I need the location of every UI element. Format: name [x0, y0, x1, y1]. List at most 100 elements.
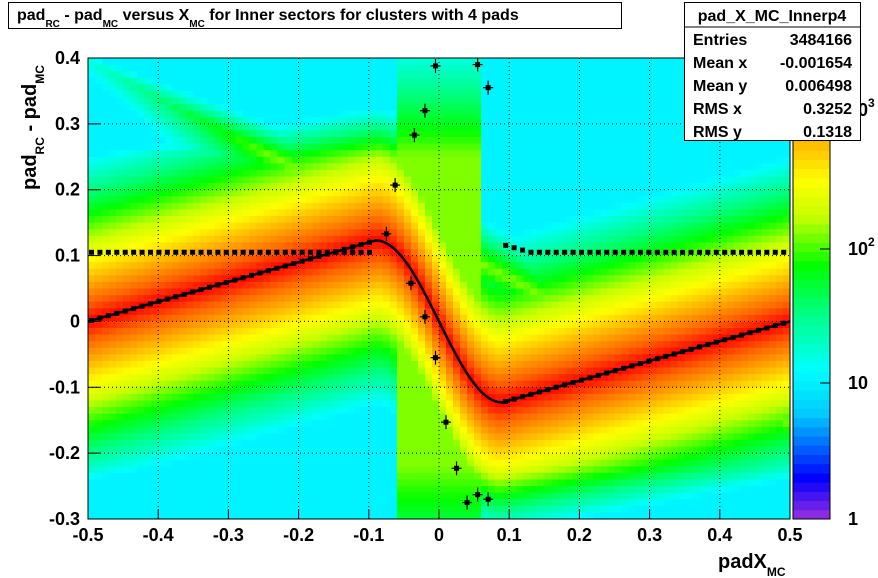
- heatmap-cell: [347, 420, 356, 428]
- heatmap-cell: [551, 367, 559, 375]
- heatmap-cell: [256, 71, 264, 79]
- heatmap-cell: [151, 176, 159, 184]
- heatmap-cell: [333, 407, 342, 415]
- heatmap-cell: [460, 433, 468, 441]
- heatmap-cell: [193, 360, 201, 368]
- heatmap-cell: [88, 341, 96, 349]
- heatmap-cell: [481, 486, 489, 494]
- heatmap-cell: [424, 439, 433, 447]
- heatmap-cell: [186, 84, 194, 92]
- heatmap-cell: [228, 150, 236, 158]
- heatmap-cell: [565, 472, 573, 480]
- heatmap-cell: [214, 314, 222, 322]
- heatmap-cell: [544, 393, 552, 401]
- heatmap-cell: [403, 117, 412, 125]
- heatmap-cell: [228, 123, 236, 131]
- heatmap-cell: [389, 347, 398, 355]
- heatmap-cell: [312, 143, 321, 151]
- heatmap-cell: [123, 242, 131, 250]
- heatmap-cell: [572, 110, 580, 118]
- heatmap-cell: [347, 459, 356, 467]
- heatmap-cell: [417, 64, 426, 72]
- heatmap-cell: [474, 479, 482, 487]
- heatmap-cell: [474, 281, 482, 289]
- heatmap-cell: [572, 150, 580, 158]
- heatmap-cell: [579, 77, 587, 85]
- heatmap-cell: [305, 295, 314, 303]
- heatmap-cell: [193, 374, 201, 382]
- heatmap-cell: [137, 479, 145, 487]
- heatmap-cell: [389, 499, 398, 507]
- heatmap-cell: [460, 281, 468, 289]
- heatmap-cell: [102, 176, 110, 184]
- heatmap-cell: [249, 268, 257, 276]
- heatmap-cell: [186, 479, 194, 487]
- heatmap-cell: [439, 143, 447, 151]
- heatmap-cell: [144, 123, 152, 131]
- heatmap-cell: [270, 202, 278, 210]
- heatmap-cell: [537, 268, 545, 276]
- heatmap-cell: [453, 407, 461, 415]
- heatmap-cell: [228, 426, 236, 434]
- heatmap-cell: [158, 314, 166, 322]
- heatmap-cell: [102, 255, 110, 263]
- heatmap-cell: [102, 288, 110, 296]
- heatmap-cell: [572, 281, 580, 289]
- heatmap-cell: [249, 242, 257, 250]
- heatmap-cell: [263, 413, 271, 421]
- heatmap-cell: [130, 380, 138, 388]
- heatmap-cell: [410, 433, 419, 441]
- heatmap-cell: [326, 110, 335, 118]
- heatmap-cell: [116, 84, 124, 92]
- heatmap-cell: [270, 97, 278, 105]
- heatmap-cell: [179, 156, 187, 164]
- heatmap-cell: [516, 143, 524, 151]
- heatmap-cell: [460, 295, 468, 303]
- heatmap-cell: [151, 58, 159, 65]
- heatmap-cell: [95, 413, 103, 421]
- heatmap-cell: [130, 505, 138, 513]
- heatmap-cell: [214, 242, 222, 250]
- heatmap-cell: [116, 117, 124, 125]
- heatmap-cell: [277, 407, 285, 415]
- heatmap-cell: [565, 196, 573, 204]
- heatmap-cell: [389, 71, 398, 79]
- heatmap-cell: [249, 486, 257, 494]
- heatmap-cell: [256, 347, 264, 355]
- heatmap-cell: [305, 150, 314, 158]
- heatmap-cell: [319, 275, 328, 283]
- heatmap-cell: [144, 472, 152, 480]
- heatmap-cell: [361, 393, 370, 401]
- heatmap-cell: [207, 196, 215, 204]
- heatmap-cell: [558, 209, 566, 217]
- heatmap-cell: [403, 281, 412, 289]
- heatmap-cell: [530, 479, 538, 487]
- heatmap-cell: [270, 117, 278, 125]
- heatmap-cell: [481, 137, 489, 145]
- heatmap-cell: [228, 295, 236, 303]
- heatmap-cell: [558, 90, 566, 98]
- heatmap-cell: [116, 156, 124, 164]
- heatmap-cell: [207, 439, 215, 447]
- heatmap-cell: [207, 123, 215, 131]
- heatmap-cell: [298, 328, 307, 335]
- heatmap-cell: [116, 281, 124, 289]
- heatmap-cell: [193, 137, 201, 145]
- heatmap-cell: [354, 209, 363, 217]
- heatmap-cell: [151, 380, 159, 388]
- heatmap-cell: [221, 242, 229, 250]
- heatmap-cell: [551, 275, 559, 283]
- heatmap-cell: [530, 407, 538, 415]
- heatmap-cell: [368, 183, 377, 191]
- heatmap-cell: [396, 413, 405, 421]
- heatmap-cell: [88, 130, 96, 138]
- heatmap-cell: [544, 472, 552, 480]
- heatmap-cell: [95, 492, 103, 500]
- heatmap-cell: [439, 334, 447, 342]
- heatmap-cell: [368, 426, 377, 434]
- heatmap-cell: [186, 499, 194, 507]
- heatmap-cell: [305, 505, 314, 513]
- heatmap-cell: [558, 137, 566, 145]
- heatmap-cell: [361, 347, 370, 355]
- heatmap-cell: [502, 202, 510, 210]
